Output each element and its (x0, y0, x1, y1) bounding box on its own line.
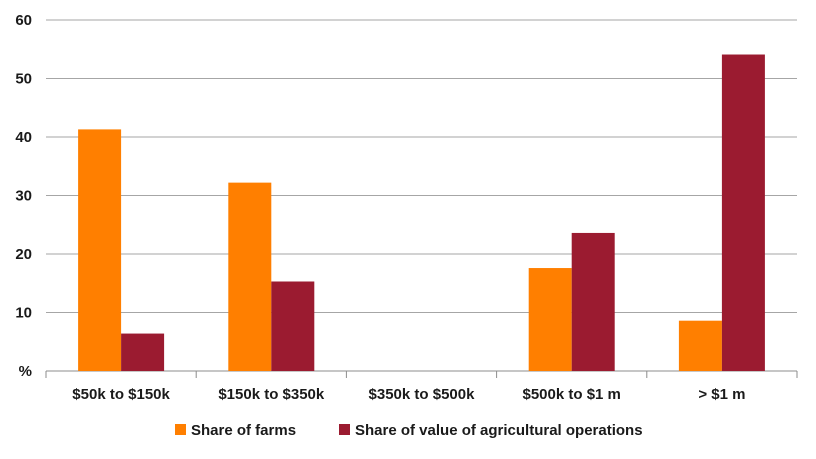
x-tick-label: $500k to $1 m (522, 386, 620, 403)
y-tick-label: 20 (15, 246, 32, 263)
x-axis: $50k to $150k $150k to $350k $350k to $500… (45, 371, 798, 403)
legend-label: Share of farms (191, 422, 296, 439)
bar (571, 232, 615, 371)
bar (121, 333, 165, 371)
y-tick-label: 10 (15, 305, 32, 322)
y-axis-ticks: % 10 20 30 40 50 60 (15, 12, 32, 380)
legend-swatch (339, 424, 350, 435)
legend: Share of farms Share of value of agricult… (175, 422, 643, 439)
x-tick-label: > $1 m (698, 386, 745, 403)
legend-label: Share of value of agricultural operation… (355, 422, 643, 439)
y-tick-label: 60 (15, 12, 32, 29)
x-tick-label: $350k to $500k (369, 386, 476, 403)
y-tick-label: 30 (15, 188, 32, 205)
x-tick-label: $50k to $150k (72, 386, 170, 403)
x-tick-label: $150k to $350k (218, 386, 325, 403)
y-tick-label: % (19, 363, 32, 380)
bar (78, 129, 122, 371)
bar (528, 268, 572, 371)
bar (721, 54, 765, 371)
bar (271, 281, 315, 371)
y-tick-label: 50 (15, 71, 32, 88)
y-tick-label: 40 (15, 129, 32, 146)
gridlines (46, 19, 797, 372)
bars (78, 54, 765, 371)
bar (228, 182, 272, 371)
bar (678, 320, 722, 371)
legend-swatch (175, 424, 186, 435)
